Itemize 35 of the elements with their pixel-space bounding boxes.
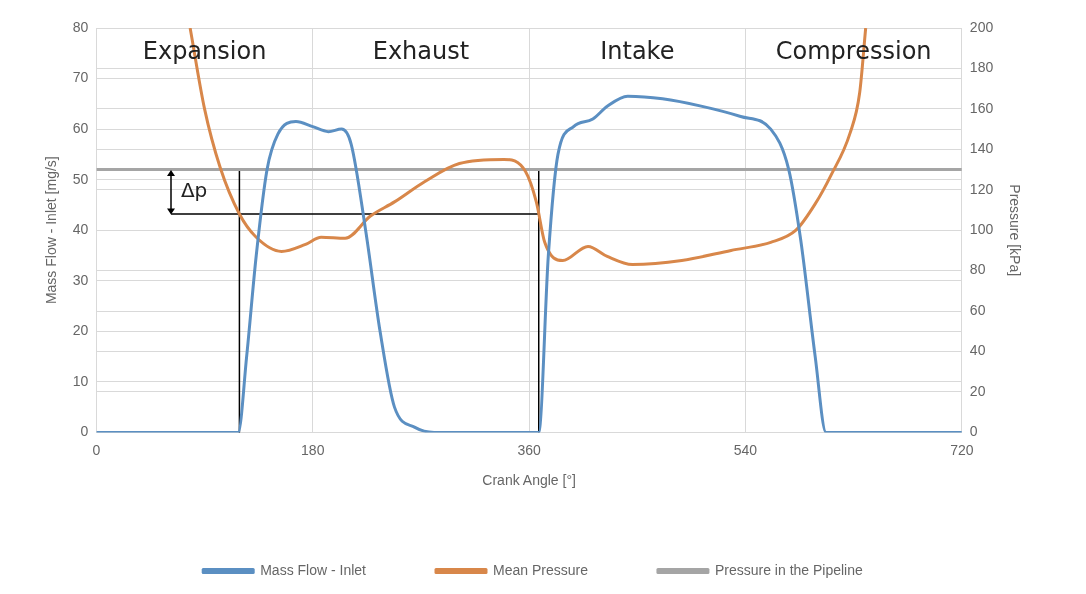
y-tick-label: 30 [72, 271, 89, 288]
y2-tick-label: 60 [969, 301, 986, 318]
y2-axis-title: Pressure [kPa] [1006, 184, 1023, 277]
y-tick-label: 50 [72, 170, 89, 187]
annotation: Intake [600, 37, 675, 66]
y2-tick-label: 40 [969, 342, 986, 359]
legend-label: Mass Flow - Inlet [260, 561, 367, 578]
y2-tick-label: 20 [969, 382, 986, 399]
y-tick-label: 10 [72, 372, 89, 389]
y-tick-label: 70 [72, 69, 89, 86]
y2-tick-label: 0 [969, 423, 978, 440]
y2-tick-label: 80 [969, 261, 986, 278]
x-tick-label: 540 [733, 441, 758, 458]
y-tick-label: 80 [72, 18, 89, 35]
line-series [96, 94, 962, 433]
y-tick-label: 40 [72, 221, 89, 238]
y2-tick-label: 200 [969, 18, 994, 35]
x-tick-label: 0 [92, 441, 101, 458]
y2-tick-label: 160 [969, 99, 994, 116]
y2-tick-label: 140 [969, 140, 994, 157]
x-tick-label: 360 [517, 441, 541, 458]
x-tick-label: 720 [950, 441, 974, 458]
annotation: Δp [180, 177, 208, 202]
y-tick-label: 0 [80, 423, 89, 440]
y-tick-label: 20 [72, 322, 89, 339]
x-axis-title: Crank Angle [°] [482, 472, 576, 489]
y2-tick-label: 100 [969, 221, 994, 238]
legend-label: Mean Pressure [493, 561, 589, 578]
y2-tick-label: 120 [969, 180, 994, 197]
y-tick-label: 60 [72, 119, 89, 136]
annotation: Exhaust [372, 37, 470, 66]
y-axis-title: Mass Flow - Inlet [mg/s] [43, 156, 60, 305]
x-tick-label: 180 [301, 441, 325, 458]
legend-label: Pressure in the Pipeline [714, 561, 864, 578]
y2-tick-label: 180 [969, 59, 994, 76]
